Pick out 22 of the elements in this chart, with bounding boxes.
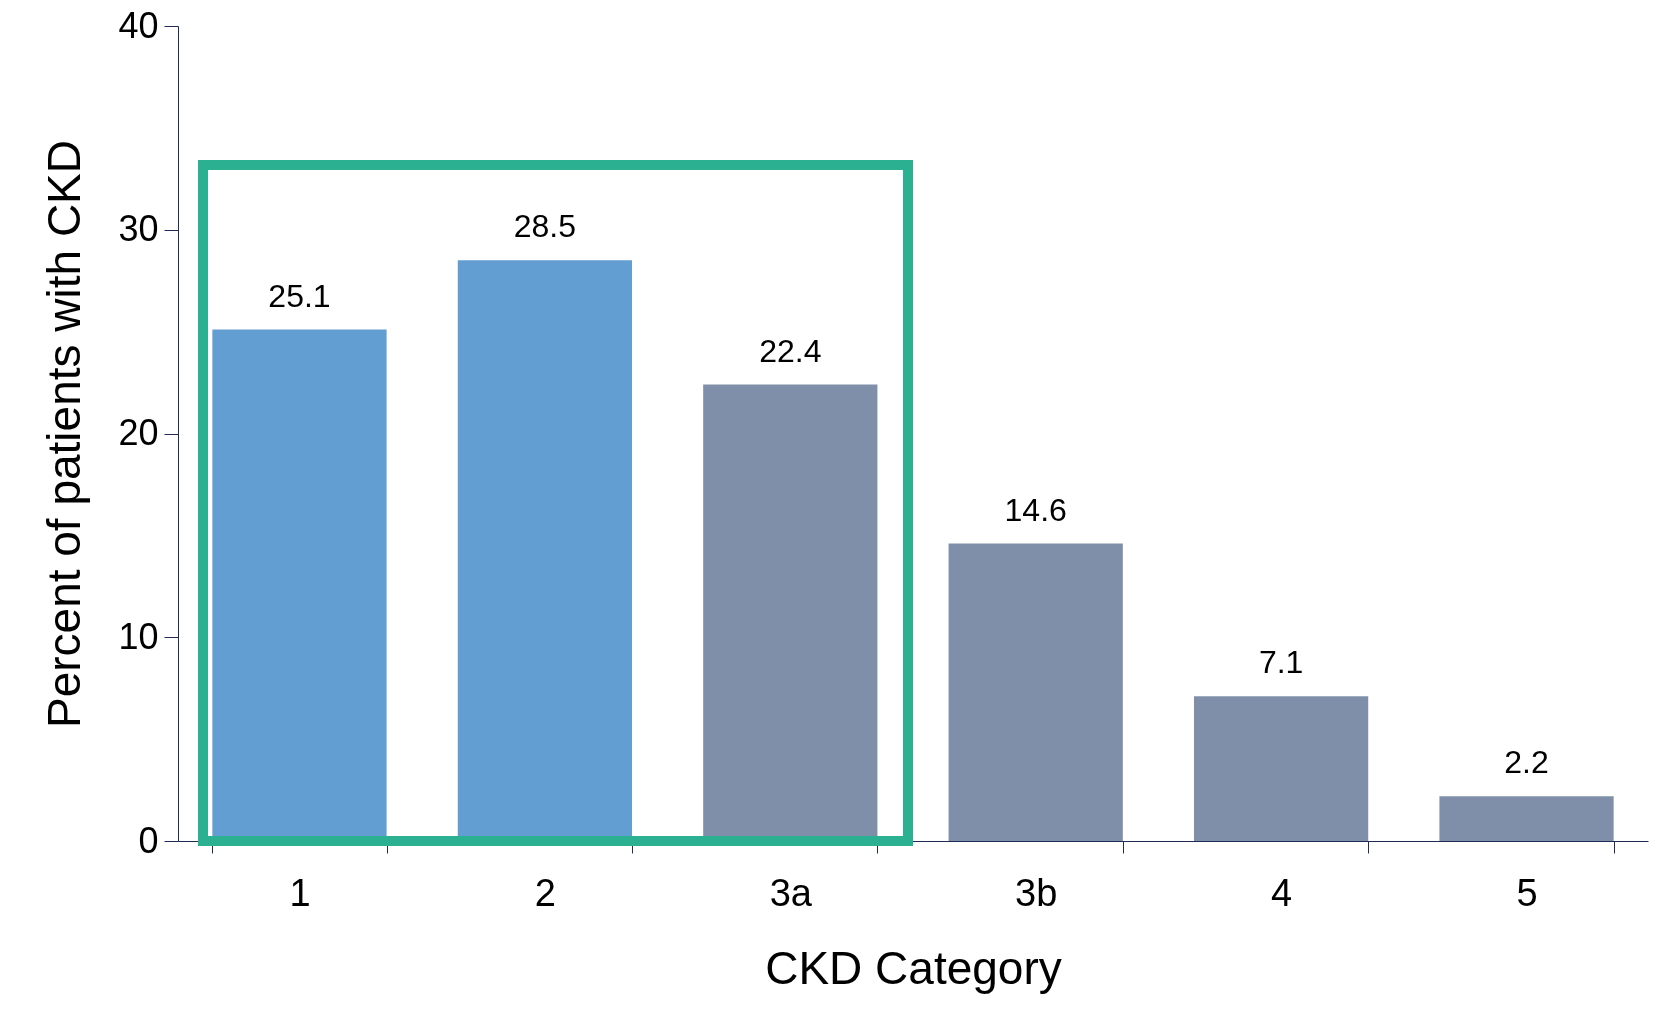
x-tick-label: 1 <box>289 871 311 914</box>
x-axis-title: CKD Category <box>765 941 1062 994</box>
x-tick-label: 3a <box>769 871 813 914</box>
data-label: 7.1 <box>1258 644 1304 681</box>
bar <box>1439 796 1614 841</box>
x-tick-label: 5 <box>1516 871 1538 914</box>
y-tick-label: 40 <box>118 4 159 46</box>
data-label: 25.1 <box>268 277 331 314</box>
bar <box>1193 696 1369 841</box>
bar <box>948 543 1123 841</box>
y-tick-label: 10 <box>118 615 159 657</box>
x-tick-label: 3b <box>1015 871 1058 914</box>
x-tick-label: 4 <box>1271 871 1293 914</box>
y-tick-label: 30 <box>118 208 159 250</box>
y-axis-title: Percent of patients with CKD <box>38 139 91 729</box>
data-label: 28.5 <box>513 208 577 245</box>
y-tick-label: 20 <box>118 412 159 453</box>
data-label: 22.4 <box>759 332 822 369</box>
x-tick-label: 2 <box>534 871 556 914</box>
y-tick-label: 0 <box>138 819 159 861</box>
data-label: 14.6 <box>1004 491 1067 528</box>
data-label: 2.2 <box>1504 744 1549 781</box>
